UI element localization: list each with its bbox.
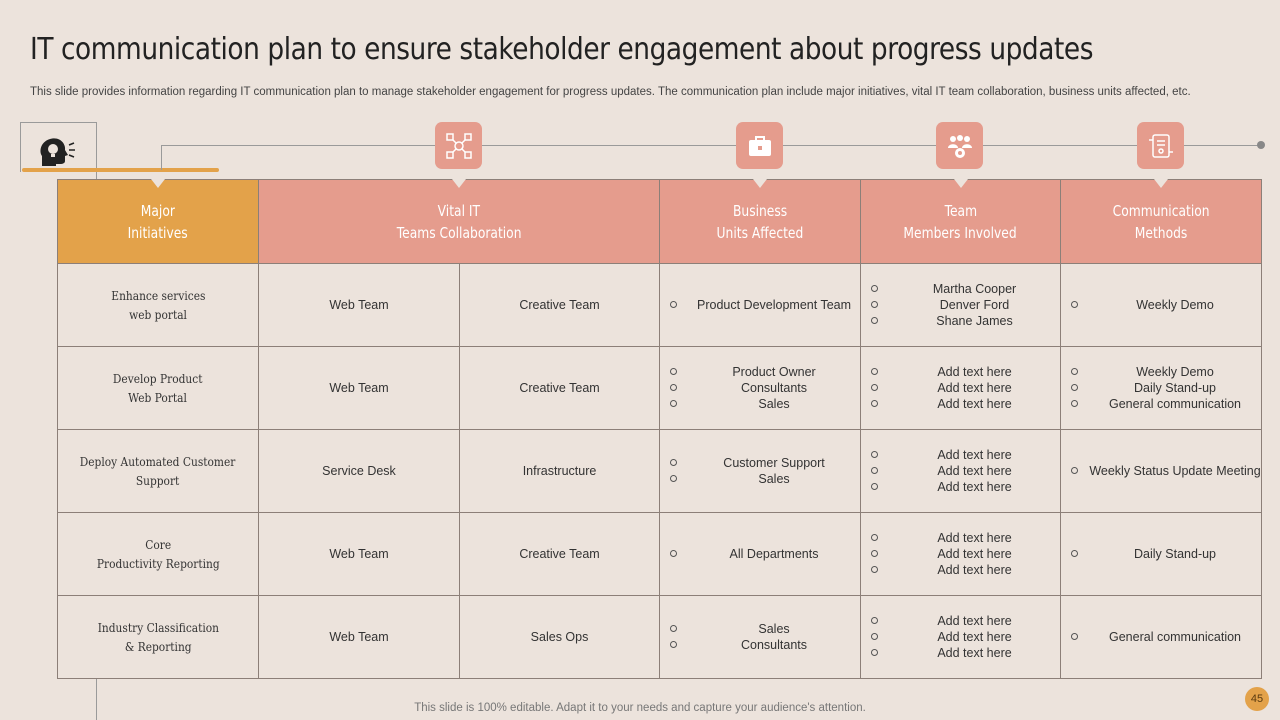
timeline-connector [161,145,162,170]
communication-plan-table: Major Initiatives Vital IT Teams Collabora… [57,179,1263,679]
initiative-cell: Enhance services web portal [57,263,259,347]
list-item: Consultants [670,380,860,396]
initiative-cell: Industry Classification & Reporting [57,595,259,679]
slide-title: IT communication plan to ensure stakehol… [30,32,1094,67]
list-item: Add text here [871,364,1060,380]
list-item: Sales [670,396,860,412]
list-item: Shane James [871,313,1060,329]
team-b-cell: Creative Team [458,263,661,347]
team-members-cell: Add text here Add text here Add text her… [860,346,1062,430]
list-item: Consultants [670,637,860,653]
team-a-cell: Web Team [258,346,460,430]
list-item: Martha Cooper [871,281,1060,297]
methods-cell: Weekly Demo Daily Stand-up General commu… [1060,346,1263,430]
list-item: Add text here [871,546,1060,562]
team-b-cell: Creative Team [458,346,661,430]
business-units-cell: Product Development Team [659,263,862,347]
briefcase-icon [736,122,783,169]
methods-cell: General communication [1060,595,1263,679]
list-item: Daily Stand-up [1071,380,1261,396]
list-item: Customer Support [670,455,860,471]
methods-cell: Weekly Status Update Meeting [1060,429,1263,513]
list-item: Weekly Status Update Meeting [1071,463,1261,479]
list-item: General communication [1071,629,1261,645]
timeline-line [161,145,1261,146]
methods-cell: Weekly Demo [1060,263,1263,347]
accent-bar [22,168,219,172]
table-row: Develop Product Web Portal Web Team Creat… [57,346,1263,430]
business-units-cell: Sales Consultants [659,595,862,679]
list-item: Add text here [871,396,1060,412]
team-gear-icon [936,122,983,169]
team-b-cell: Infrastructure [458,429,661,513]
list-item: Add text here [871,447,1060,463]
initiative-cell: Core Productivity Reporting [57,512,259,596]
frame-line-left [20,122,21,172]
table-row: Core Productivity Reporting Web Team Crea… [57,512,1263,596]
slide-subtitle: This slide provides information regardin… [30,86,1191,98]
team-a-cell: Service Desk [258,429,460,513]
list-item: Add text here [871,380,1060,396]
page-number-badge: 45 [1245,687,1269,711]
list-item: Sales [670,471,860,487]
team-members-cell: Add text here Add text here Add text her… [860,595,1062,679]
list-item: Add text here [871,562,1060,578]
list-item: General communication [1071,396,1261,412]
header-business-units: Business Units Affected [659,179,862,264]
initiative-cell: Deploy Automated Customer Support [57,429,259,513]
business-units-cell: Customer Support Sales [659,429,862,513]
initiative-cell: Develop Product Web Portal [57,346,259,430]
list-item: Weekly Demo [1071,297,1261,313]
team-members-cell: Martha Cooper Denver Ford Shane James [860,263,1062,347]
list-item: Sales [670,621,860,637]
list-item: Daily Stand-up [1071,546,1261,562]
list-item: Product Owner [670,364,860,380]
list-item: Add text here [871,613,1060,629]
communication-device-icon [1137,122,1184,169]
team-b-cell: Creative Team [458,512,661,596]
list-item: Weekly Demo [1071,364,1261,380]
business-units-cell: Product Owner Consultants Sales [659,346,862,430]
network-icon [435,122,482,169]
header-major-initiatives: Major Initiatives [57,179,259,264]
team-a-cell: Web Team [258,263,460,347]
list-item: All Departments [670,546,860,562]
header-team-members: Team Members Involved [860,179,1062,264]
methods-cell: Daily Stand-up [1060,512,1263,596]
business-units-cell: All Departments [659,512,862,596]
footer-note: This slide is 100% editable. Adapt it to… [414,702,866,714]
table-header-row: Major Initiatives Vital IT Teams Collabora… [57,179,1263,264]
list-item: Add text here [871,645,1060,661]
table-row: Deploy Automated Customer Support Service… [57,429,1263,513]
team-members-cell: Add text here Add text here Add text her… [860,512,1062,596]
frame-line-top [20,122,97,123]
header-communication-methods: Communication Methods [1060,179,1263,264]
header-vital-it-teams: Vital IT Teams Collaboration [257,179,661,264]
list-item: Add text here [871,530,1060,546]
list-item: Add text here [871,479,1060,495]
list-item: Denver Ford [871,297,1060,313]
list-item: Product Development Team [670,297,860,313]
list-item: Add text here [871,629,1060,645]
team-a-cell: Web Team [258,512,460,596]
lightbulb-head-icon [40,138,75,166]
table-row: Enhance services web portal Web Team Crea… [57,263,1263,347]
table-row: Industry Classification & Reporting Web T… [57,595,1263,679]
timeline-end-dot [1257,141,1265,149]
team-a-cell: Web Team [258,595,460,679]
team-members-cell: Add text here Add text here Add text her… [860,429,1062,513]
list-item: Add text here [871,463,1060,479]
team-b-cell: Sales Ops [458,595,661,679]
